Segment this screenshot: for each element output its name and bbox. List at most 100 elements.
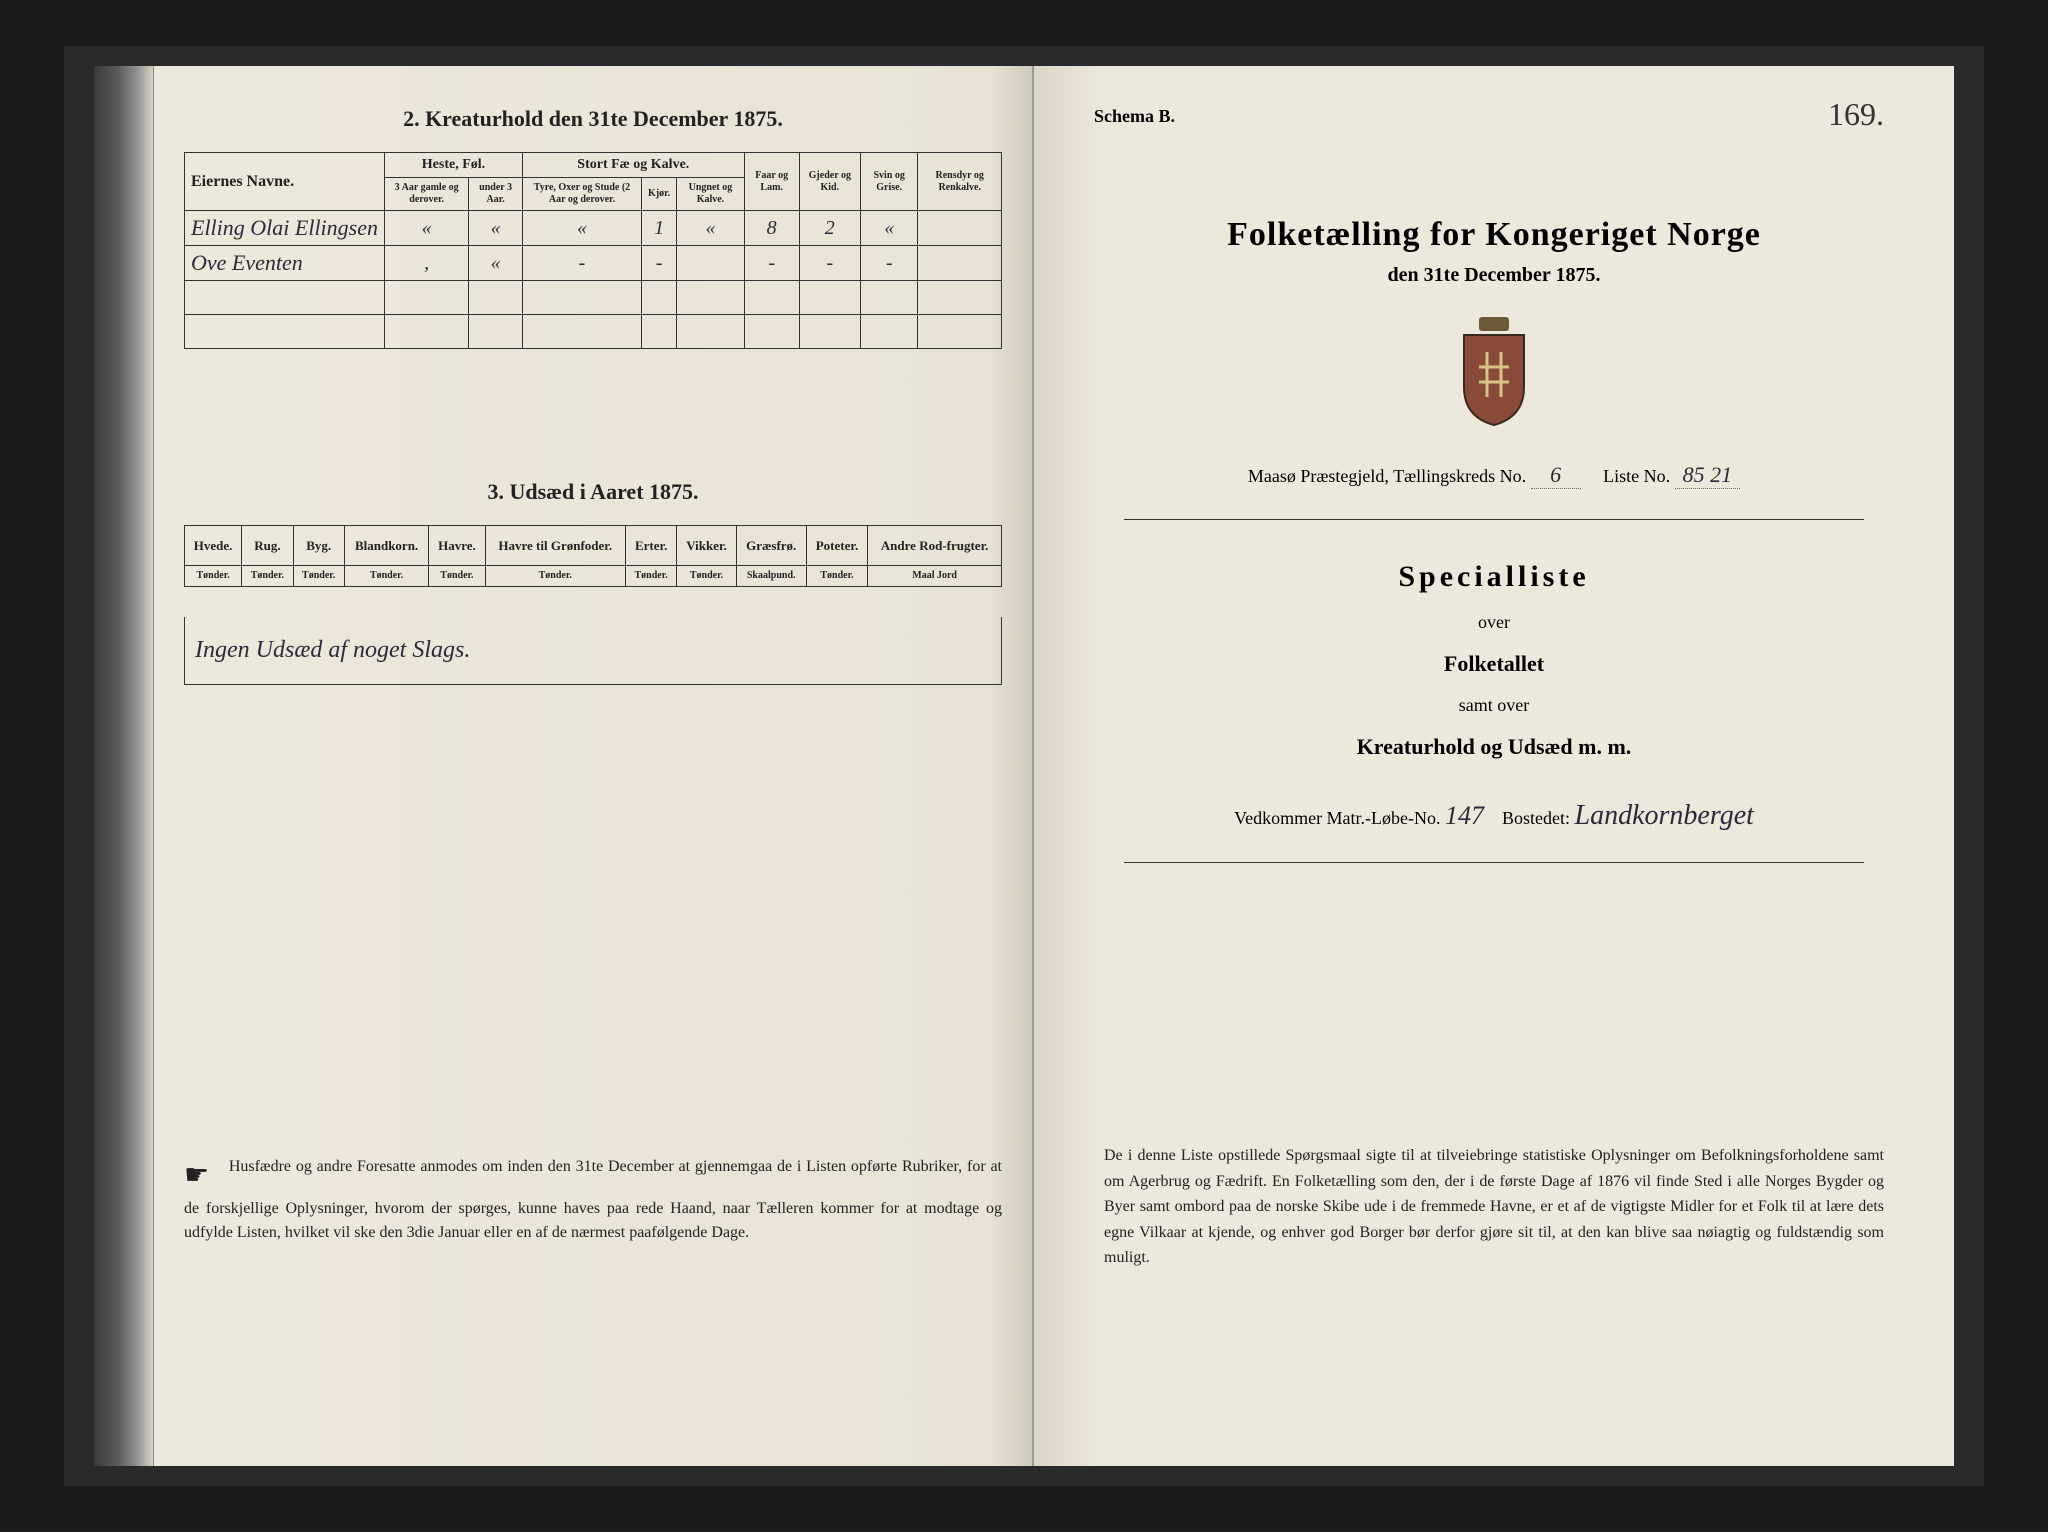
value-cell: , xyxy=(385,246,469,281)
seed-col-unit: Skaalpund. xyxy=(736,566,806,587)
owner-name-cell xyxy=(185,315,385,349)
seed-col-unit: Tønder. xyxy=(677,566,736,587)
book-spread: 2. Kreaturhold den 31te December 1875. E… xyxy=(64,46,1984,1486)
value-cell: 2 xyxy=(799,211,860,246)
value-cell xyxy=(860,315,917,349)
col-group-heste: Heste, Føl. xyxy=(385,153,523,178)
seed-col-header: Poteter. xyxy=(806,526,867,566)
livestock-table: Eiernes Navne. Heste, Føl. Stort Fæ og K… xyxy=(184,152,1002,349)
value-cell xyxy=(522,315,641,349)
value-cell: - xyxy=(799,246,860,281)
value-cell xyxy=(677,281,745,315)
value-cell xyxy=(469,281,523,315)
seed-col-header: Havre. xyxy=(429,526,485,566)
vedkommer-label: Vedkommer Matr.-Løbe-No. xyxy=(1234,808,1440,828)
seed-col-unit: Tønder. xyxy=(344,566,429,587)
value-cell xyxy=(918,315,1002,349)
seed-note: Ingen Udsæd af noget Slags. xyxy=(185,617,1001,684)
owner-name-cell: Ove Eventen xyxy=(185,246,385,281)
value-cell: « xyxy=(677,211,745,246)
section2-title: 2. Kreaturhold den 31te December 1875. xyxy=(184,106,1002,132)
value-cell xyxy=(642,281,677,315)
seed-col-header: Erter. xyxy=(626,526,677,566)
sub-heste2: under 3 Aar. xyxy=(469,178,523,211)
value-cell xyxy=(677,246,745,281)
seed-col-header: Havre til Grønfoder. xyxy=(485,526,626,566)
sub-fae1: Tyre, Oxer og Stude (2 Aar og derover. xyxy=(522,178,641,211)
census-subtitle: den 31te December 1875. xyxy=(1064,264,1924,287)
vedkommer-line: Vedkommer Matr.-Løbe-No. 147 Bostedet: L… xyxy=(1064,800,1924,832)
value-cell: « xyxy=(860,211,917,246)
seed-col-header: Rug. xyxy=(242,526,293,566)
right-page: Schema B. 169. Folketælling for Kongerig… xyxy=(1034,66,1954,1466)
table-row xyxy=(185,281,1002,315)
liste-label: Liste No. xyxy=(1603,466,1670,486)
value-cell xyxy=(799,315,860,349)
parish-label: Maasø Præstegjeld, Tællingskreds No. xyxy=(1248,466,1526,486)
seed-col-unit: Tønder. xyxy=(185,566,242,587)
section3-title: 3. Udsæd i Aaret 1875. xyxy=(184,479,1002,505)
page-number: 169. xyxy=(1828,96,1884,133)
seed-col-header: Blandkorn. xyxy=(344,526,429,566)
seed-table: Hvede.Rug.Byg.Blandkorn.Havre.Havre til … xyxy=(184,525,1002,587)
col-gjeder: Gjeder og Kid. xyxy=(799,153,860,211)
legal-body: Husfædre og andre Foresatte anmodes om i… xyxy=(184,1158,1002,1241)
divider xyxy=(1124,519,1864,520)
value-cell: 1 xyxy=(642,211,677,246)
owner-name-cell xyxy=(185,281,385,315)
value-cell: 8 xyxy=(744,211,799,246)
seed-col-header: Byg. xyxy=(293,526,344,566)
table-row: Elling Olai Ellingsen«««1«82« xyxy=(185,211,1002,246)
value-cell: « xyxy=(469,246,523,281)
value-cell xyxy=(677,315,745,349)
value-cell xyxy=(918,246,1002,281)
sub-fae2: Kjør. xyxy=(642,178,677,211)
sub-fae3: Ungnet og Kalve. xyxy=(677,178,745,211)
liste-no: 85 21 xyxy=(1675,462,1741,489)
seed-col-unit: Maal Jord xyxy=(868,566,1002,587)
value-cell: - xyxy=(860,246,917,281)
col-rensdyr: Rensdyr og Renkalve. xyxy=(918,153,1002,211)
bostedet-value: Landkornberget xyxy=(1575,800,1754,831)
right-legal-text: De i denne Liste opstillede Spørgsmaal s… xyxy=(1104,1143,1884,1271)
seed-col-header: Græsfrø. xyxy=(736,526,806,566)
value-cell: « xyxy=(385,211,469,246)
kreaturhold-label: Kreaturhold og Udsæd m. m. xyxy=(1064,734,1924,760)
over-label: over xyxy=(1064,612,1924,633)
coat-of-arms-icon xyxy=(1064,317,1924,432)
seed-col-unit: Tønder. xyxy=(485,566,626,587)
pointing-hand-icon: ☛ xyxy=(184,1155,224,1197)
value-cell xyxy=(385,315,469,349)
value-cell: « xyxy=(522,211,641,246)
book-spine xyxy=(94,66,154,1466)
value-cell xyxy=(469,315,523,349)
col-faar: Faar og Lam. xyxy=(744,153,799,211)
seed-col-header: Andre Rod-frugter. xyxy=(868,526,1002,566)
col-svin: Svin og Grise. xyxy=(860,153,917,211)
schema-label: Schema B. xyxy=(1094,106,1175,127)
value-cell xyxy=(385,281,469,315)
samt-over-label: samt over xyxy=(1064,695,1924,716)
value-cell: « xyxy=(469,211,523,246)
seed-col-header: Hvede. xyxy=(185,526,242,566)
left-page: 2. Kreaturhold den 31te December 1875. E… xyxy=(154,66,1034,1466)
specialliste-heading: Specialliste xyxy=(1064,560,1924,594)
sub-heste1: 3 Aar gamle og derover. xyxy=(385,178,469,211)
left-legal-text: ☛ Husfædre og andre Foresatte anmodes om… xyxy=(184,1155,1002,1245)
seed-col-unit: Tønder. xyxy=(242,566,293,587)
owner-name-cell: Elling Olai Ellingsen xyxy=(185,211,385,246)
col-group-fae: Stort Fæ og Kalve. xyxy=(522,153,744,178)
value-cell xyxy=(642,315,677,349)
folketallet-label: Folketallet xyxy=(1064,651,1924,677)
value-cell xyxy=(860,281,917,315)
value-cell xyxy=(522,281,641,315)
value-cell: - xyxy=(522,246,641,281)
divider-2 xyxy=(1124,862,1864,863)
parish-line: Maasø Præstegjeld, Tællingskreds No. 6 L… xyxy=(1064,462,1924,489)
seed-col-header: Vikker. xyxy=(677,526,736,566)
value-cell xyxy=(744,281,799,315)
value-cell xyxy=(744,315,799,349)
parish-no: 6 xyxy=(1531,462,1581,489)
table-row xyxy=(185,315,1002,349)
table-row: Ove Eventen,«----- xyxy=(185,246,1002,281)
